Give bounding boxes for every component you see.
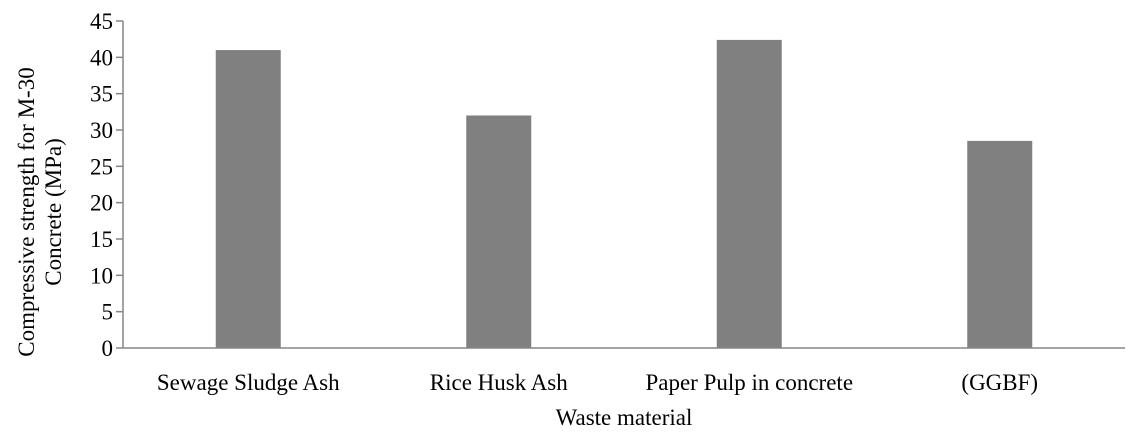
bar <box>215 50 281 349</box>
x-tick-label: Sewage Sludge Ash <box>157 370 340 395</box>
x-tick-label: Rice Husk Ash <box>430 370 569 395</box>
y-axis-ticks: 0 5 10 15 20 25 30 35 40 45 <box>90 9 123 361</box>
y-tick-label: 40 <box>90 45 113 70</box>
bar <box>466 115 532 348</box>
y-tick-label: 5 <box>102 300 114 325</box>
y-axis-title-line-2: Concrete (MPa) <box>41 138 66 286</box>
y-tick-label: 10 <box>90 263 113 288</box>
bar <box>967 140 1033 348</box>
x-tick-label: Paper Pulp in concrete <box>645 370 853 395</box>
y-tick-label: 20 <box>90 191 113 216</box>
y-tick-label: 15 <box>90 227 113 252</box>
y-axis-title-line-1: Compressive strength for M-30 <box>14 67 39 356</box>
x-axis-tick-labels: Sewage Sludge Ash Rice Husk Ash Paper Pulp… <box>157 370 1038 395</box>
y-tick-label: 0 <box>102 336 114 361</box>
y-tick-label: 45 <box>90 9 113 34</box>
y-axis-title: Compressive strength for M-30 Concrete (… <box>14 67 66 356</box>
y-tick-label: 30 <box>90 118 113 143</box>
bar <box>716 39 782 348</box>
y-tick-label: 25 <box>90 154 113 179</box>
x-axis-title: Waste material <box>556 405 693 430</box>
x-tick-label: (GGBF) <box>961 370 1038 395</box>
bars <box>215 39 1033 349</box>
y-tick-label: 35 <box>90 82 113 107</box>
